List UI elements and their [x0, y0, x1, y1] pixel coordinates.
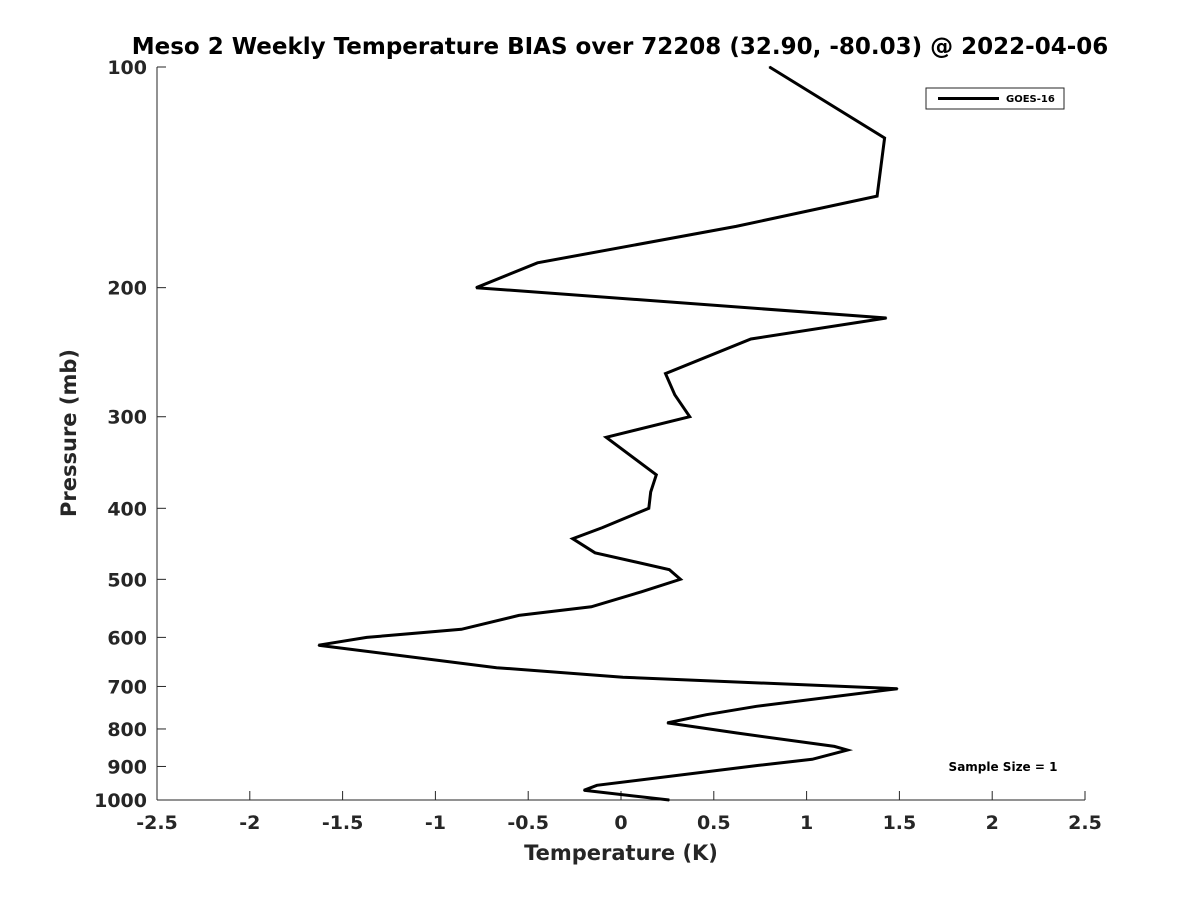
- x-tick-label: 0: [614, 812, 627, 834]
- data-point: [495, 666, 498, 669]
- legend: GOES-16: [925, 87, 1065, 110]
- data-point: [735, 732, 737, 734]
- data-point: [649, 491, 652, 493]
- y-axis-label: Pressure (mb): [57, 349, 81, 517]
- x-tick-label: -2.5: [136, 812, 178, 834]
- data-point: [594, 552, 596, 554]
- data-point: [735, 225, 737, 228]
- y-tick-label: 300: [107, 407, 147, 429]
- x-tick-label: 1: [800, 812, 813, 834]
- y-tick-label: 100: [107, 57, 147, 79]
- data-point: [674, 393, 676, 396]
- x-tick-label: 2: [986, 812, 999, 834]
- y-tick-label: 800: [107, 719, 147, 741]
- data-point: [811, 758, 813, 761]
- data-point: [668, 568, 671, 571]
- x-tick-label: -2: [239, 812, 260, 834]
- chart-title: Meso 2 Weekly Temperature BIAS over 7220…: [132, 34, 1109, 60]
- x-axis-label: Temperature (K): [524, 841, 718, 865]
- data-point: [475, 286, 478, 289]
- data-point: [583, 789, 585, 792]
- data-point: [885, 317, 888, 319]
- data-point: [365, 636, 368, 639]
- data-point: [750, 338, 752, 340]
- data-point: [596, 784, 598, 787]
- data-point: [664, 372, 667, 375]
- y-tick-label: 700: [107, 676, 147, 698]
- sample-size-note: Sample Size = 1: [949, 760, 1058, 774]
- data-point: [679, 578, 682, 581]
- data-point: [648, 507, 650, 510]
- x-tick-label: 0.5: [697, 812, 731, 834]
- data-point: [317, 644, 320, 647]
- data-point: [688, 415, 691, 418]
- data-point: [755, 705, 758, 708]
- data-point: [666, 722, 669, 724]
- data-point: [590, 605, 593, 608]
- data-point: [518, 614, 520, 617]
- data-point: [601, 526, 604, 529]
- series-layer: [317, 65, 899, 802]
- y-tick-label: 600: [107, 627, 147, 649]
- series-line-goes-16: [318, 65, 898, 802]
- x-tick-label: 1.5: [883, 812, 917, 834]
- data-point: [768, 66, 771, 68]
- data-point: [460, 628, 463, 631]
- y-tick-label: 200: [107, 278, 147, 300]
- data-point: [571, 537, 574, 540]
- x-tick-label: -1: [425, 812, 446, 834]
- y-ticks: 100 200 300 400 500 600 700 800 900 1000: [94, 57, 166, 812]
- data-point: [668, 799, 671, 801]
- y-tick-label: 1000: [94, 790, 147, 812]
- data-point: [536, 262, 539, 264]
- data-point: [896, 687, 899, 690]
- data-point: [883, 137, 886, 139]
- data-point: [846, 749, 849, 751]
- data-point: [605, 436, 607, 439]
- x-ticks: -2.5 -2 -1.5 -1 -0.5 0 0.5 1 1.5 2 2.5: [136, 791, 1102, 834]
- data-point: [640, 591, 643, 593]
- data-point: [705, 713, 708, 716]
- data-point: [622, 676, 624, 679]
- x-tick-label: -0.5: [507, 812, 549, 834]
- legend-label-goes-16: GOES-16: [1006, 94, 1055, 105]
- data-point: [833, 745, 836, 748]
- data-point: [655, 473, 658, 476]
- x-tick-label: 2.5: [1068, 812, 1102, 834]
- y-tick-label: 900: [107, 756, 147, 778]
- x-tick-label: -1.5: [322, 812, 364, 834]
- data-point: [876, 195, 878, 197]
- y-tick-label: 500: [107, 569, 147, 591]
- y-tick-label: 400: [107, 498, 147, 520]
- data-point: [757, 764, 760, 767]
